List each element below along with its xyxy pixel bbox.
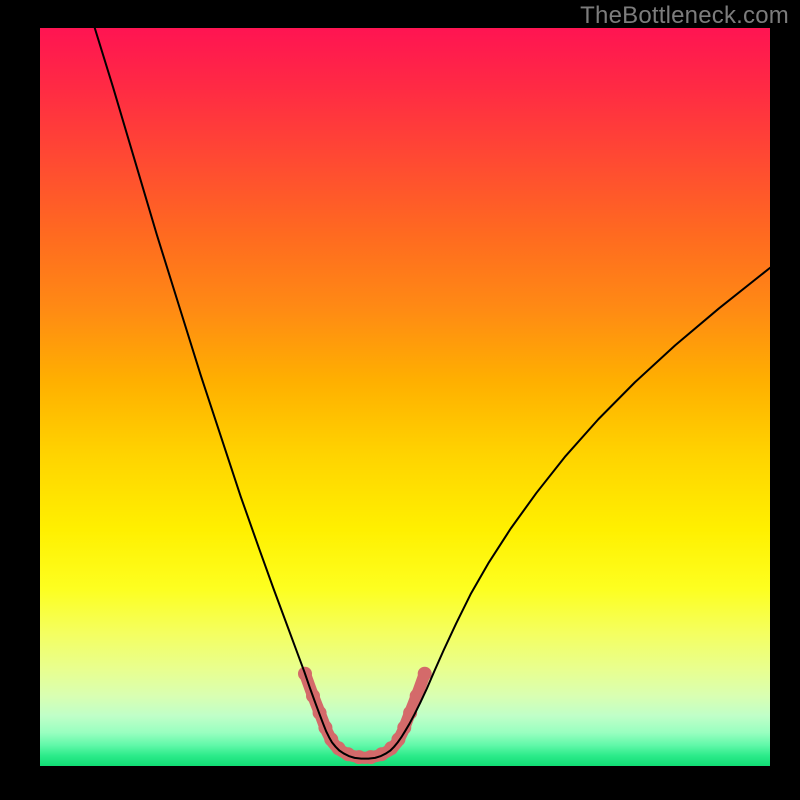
curve-layer xyxy=(0,0,800,800)
curve-highlight-dot xyxy=(418,667,432,681)
chart-container: { "canvas": { "width": 800, "height": 80… xyxy=(0,0,800,800)
watermark-text: TheBottleneck.com xyxy=(580,2,789,30)
bottleneck-curve xyxy=(95,28,770,759)
